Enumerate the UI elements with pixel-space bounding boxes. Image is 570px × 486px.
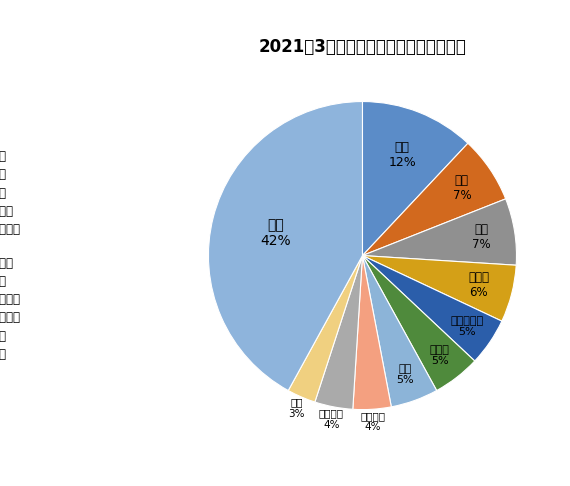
Wedge shape (363, 102, 468, 256)
Text: 巴西
7%: 巴西 7% (453, 174, 471, 202)
Text: 土耳其
6%: 土耳其 6% (469, 272, 489, 299)
Wedge shape (363, 256, 475, 391)
Wedge shape (288, 256, 363, 402)
Title: 2021年3月中国钛白粉出口前十国家对比: 2021年3月中国钛白粉出口前十国家对比 (259, 38, 466, 56)
Text: 巴基斯坦
4%: 巴基斯坦 4% (319, 408, 344, 430)
Text: 其他
42%: 其他 42% (260, 218, 291, 248)
Text: 越南
5%: 越南 5% (396, 364, 414, 385)
Wedge shape (363, 199, 516, 265)
Text: 印度
12%: 印度 12% (388, 141, 416, 169)
Wedge shape (363, 143, 506, 256)
Text: 马来西亚
4%: 马来西亚 4% (360, 411, 385, 433)
Text: 泰国
3%: 泰国 3% (288, 398, 304, 419)
Text: 韩国
7%: 韩国 7% (472, 223, 490, 251)
Wedge shape (209, 102, 363, 391)
Wedge shape (363, 256, 502, 361)
Text: 阿联酋
5%: 阿联酋 5% (430, 345, 450, 366)
Wedge shape (315, 256, 363, 409)
Wedge shape (353, 256, 392, 410)
Wedge shape (363, 256, 437, 407)
Legend: 印度, 巴西, 韩国, 土耳其, 印度尼西
亚, 阿联酋, 越南, 马来西亚, 巴基斯坦, 泰国, 其他: 印度, 巴西, 韩国, 土耳其, 印度尼西 亚, 阿联酋, 越南, 马来西亚, … (0, 150, 20, 361)
Wedge shape (363, 256, 516, 321)
Text: 印度尼西亚
5%: 印度尼西亚 5% (450, 316, 483, 337)
